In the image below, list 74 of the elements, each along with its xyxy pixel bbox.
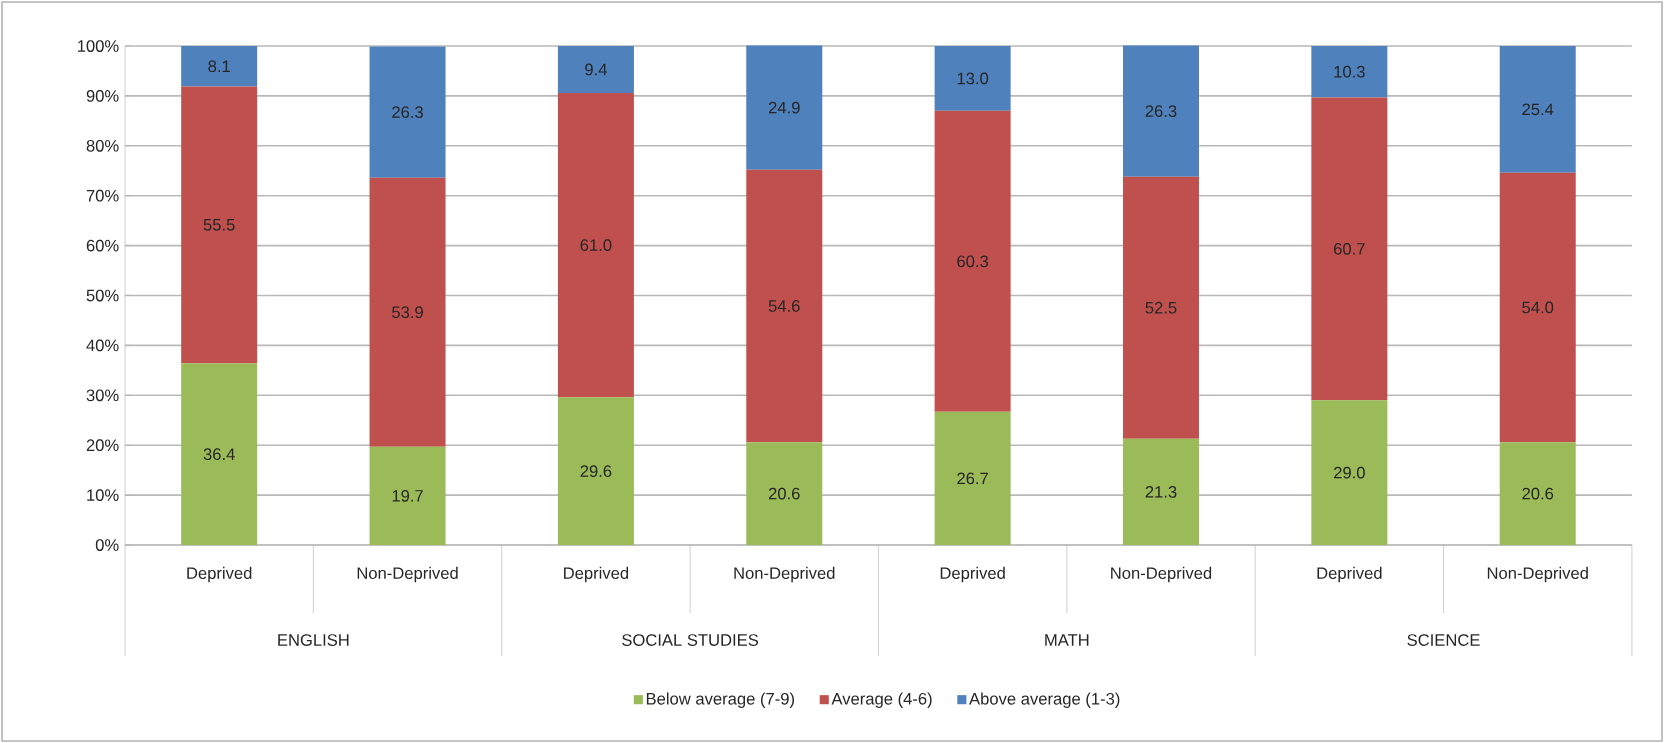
x-tick-label: Non-Deprived bbox=[357, 566, 458, 583]
bar bbox=[934, 45, 1011, 111]
bar bbox=[369, 177, 446, 447]
bar bbox=[1122, 176, 1199, 439]
text: ENGLISH bbox=[278, 634, 349, 646]
bar bbox=[934, 411, 1011, 545]
data-label: 36.4 bbox=[203, 448, 235, 461]
data-label: 54.0 bbox=[1522, 301, 1554, 314]
y-tick-label: 90% bbox=[86, 90, 119, 102]
bar bbox=[746, 442, 823, 545]
y-tick-label: 30% bbox=[86, 389, 119, 402]
data-label: 10.3 bbox=[1334, 65, 1365, 78]
data-label: 25.4 bbox=[1522, 103, 1554, 116]
bar bbox=[746, 45, 823, 170]
y-tick-label: 50% bbox=[86, 289, 119, 302]
data-label: 55.5 bbox=[203, 219, 235, 231]
x-tick-label: Deprived bbox=[1317, 566, 1382, 583]
bar bbox=[557, 397, 634, 545]
bar bbox=[1311, 45, 1388, 98]
bar bbox=[1122, 45, 1199, 177]
legend-label: Above average (1-3) bbox=[969, 692, 1120, 708]
x-tick-label: Non-Deprived bbox=[1111, 566, 1212, 583]
data-label: 61.0 bbox=[580, 239, 612, 251]
x-tick-label: Non-Deprived bbox=[734, 566, 835, 583]
data-label: 60.3 bbox=[957, 255, 989, 268]
x-tick-label: Deprived bbox=[187, 566, 252, 583]
x-tick-label: Deprived bbox=[940, 566, 1005, 583]
bar bbox=[934, 110, 1011, 412]
data-label: 26.3 bbox=[392, 106, 423, 118]
bar bbox=[181, 86, 258, 364]
text: SOCIAL STUDIES bbox=[622, 634, 759, 646]
bar bbox=[1311, 400, 1388, 545]
text: SCIENCE bbox=[1407, 634, 1480, 646]
bar bbox=[369, 46, 446, 178]
data-label: 20.6 bbox=[768, 487, 800, 500]
y-tick-label: 70% bbox=[86, 189, 119, 202]
bar bbox=[557, 45, 634, 93]
y-tick-label: 20% bbox=[86, 439, 119, 452]
bar bbox=[181, 363, 258, 545]
y-tick-label: 0% bbox=[95, 539, 119, 551]
data-label: 53.9 bbox=[392, 306, 423, 319]
y-tick-label: 60% bbox=[86, 239, 119, 252]
bar bbox=[1311, 97, 1388, 401]
bar bbox=[746, 169, 823, 443]
data-label: 19.7 bbox=[392, 489, 423, 502]
y-tick-label: 10% bbox=[87, 489, 119, 501]
bar bbox=[181, 45, 258, 87]
data-label: 26.3 bbox=[1145, 105, 1177, 117]
bar bbox=[557, 92, 634, 398]
bar bbox=[1499, 45, 1576, 173]
data-label: 24.9 bbox=[768, 101, 800, 114]
data-label: 52.5 bbox=[1145, 301, 1177, 314]
data-label: 54.6 bbox=[768, 300, 800, 312]
x-tick-label: Non-Deprived bbox=[1487, 566, 1588, 583]
text: MATH bbox=[1045, 634, 1089, 646]
y-tick-label: 40% bbox=[86, 339, 119, 352]
data-label: 8.1 bbox=[208, 60, 230, 73]
bar bbox=[1122, 438, 1199, 545]
legend-label: Average (4-6) bbox=[831, 692, 932, 708]
bar bbox=[1499, 442, 1576, 545]
bar bbox=[1499, 172, 1576, 443]
data-label: 13.0 bbox=[957, 72, 989, 85]
bar bbox=[369, 446, 446, 545]
data-label: 26.7 bbox=[957, 472, 988, 485]
legend-label: Below average (7-9) bbox=[646, 692, 794, 708]
data-label: 9.4 bbox=[585, 63, 607, 76]
data-label: 29.6 bbox=[580, 465, 612, 478]
data-label: 60.7 bbox=[1334, 242, 1365, 255]
data-label: 20.6 bbox=[1522, 487, 1554, 500]
data-label: 29.0 bbox=[1334, 466, 1365, 479]
data-label: 21.3 bbox=[1145, 485, 1177, 498]
y-tick-label: 80% bbox=[86, 139, 119, 152]
y-tick-label: 100% bbox=[78, 40, 119, 52]
x-tick-label: Deprived bbox=[564, 566, 629, 583]
